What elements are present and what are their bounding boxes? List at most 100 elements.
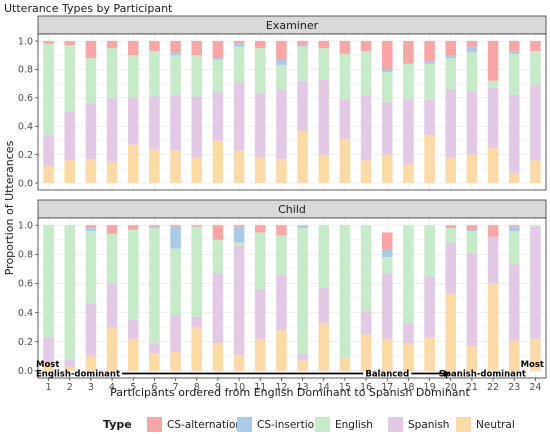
bar-segment-neutral — [233, 354, 245, 371]
x-tick-label: 18 — [402, 382, 414, 393]
x-tick-label: 7 — [173, 382, 179, 393]
bar-segment-spanish — [424, 99, 435, 135]
bar-segment-english — [85, 58, 97, 104]
bar-segment-spanish — [43, 134, 54, 166]
legend-label: Neutral — [476, 419, 515, 431]
bar-segment-cs-alternation — [403, 41, 414, 64]
bar-segment-neutral — [233, 150, 245, 183]
bar-segment-spanish — [43, 337, 54, 363]
bar-segment-spanish — [254, 289, 266, 339]
bar-segment-english — [487, 80, 499, 88]
bar-segment-english — [43, 225, 54, 338]
bar-segment-neutral — [381, 338, 393, 371]
bar-segment-cs-alternation — [212, 225, 224, 240]
bar-segment-english — [424, 225, 435, 277]
bar-segment-spanish — [233, 245, 245, 355]
bar-segment-spanish — [508, 94, 520, 174]
bar-segment-english — [530, 50, 541, 86]
bar-segment-neutral — [149, 148, 160, 183]
bar-segment-english — [318, 225, 330, 288]
x-tick-label: 11 — [254, 382, 266, 393]
y-tick-label: 0.4 — [18, 308, 33, 319]
bar-segment-cs-insertion — [466, 46, 478, 53]
bar-segment-neutral — [170, 150, 181, 183]
y-tick-label: 0.8 — [18, 250, 33, 261]
bar-segment-neutral — [106, 327, 118, 371]
panel-child: Child0.00.20.40.60.81.0MostEnglish-domin… — [18, 199, 547, 380]
bar-segment-spanish — [381, 273, 393, 339]
bar-segment-english — [233, 46, 245, 83]
x-tick-label: 21 — [466, 382, 478, 393]
bar-segment-english — [445, 228, 457, 243]
bar-segment-neutral — [106, 161, 118, 183]
bar-segment-spanish — [85, 303, 97, 357]
bar-segment-english — [149, 228, 160, 344]
bar-segment-spanish — [149, 96, 160, 149]
bar-segment-english — [466, 52, 478, 91]
bar-segment-cs-insertion — [297, 45, 308, 47]
bar-segment-spanish — [276, 89, 287, 159]
bar-segment-english — [381, 72, 393, 103]
y-tick-label: 0.0 — [18, 366, 33, 377]
bar-segment-cs-alternation — [233, 41, 245, 44]
bar-segment-neutral — [85, 158, 97, 183]
bar-segment-english — [360, 225, 372, 312]
legend-swatch-cs-insertion — [237, 417, 252, 432]
x-tick-label: 24 — [529, 382, 541, 393]
bar-segment-spanish — [318, 79, 330, 155]
facet-strip-label: Examiner — [266, 19, 319, 32]
bar-segment-neutral — [170, 351, 181, 371]
bar-segment-neutral — [487, 283, 499, 371]
bar-segment-neutral — [276, 158, 287, 183]
x-tick-label: 9 — [215, 382, 221, 393]
legend-title: Type — [103, 418, 132, 431]
y-tick-label: 1.0 — [18, 221, 33, 232]
panel-border — [37, 217, 547, 379]
bar-segment-cs-alternation — [254, 225, 266, 233]
bar-segment-cs-insertion — [212, 58, 224, 60]
x-tick-label: 23 — [508, 382, 520, 393]
bar-segment-cs-insertion — [276, 59, 287, 66]
bar-segment-cs-alternation — [85, 225, 97, 229]
bar-segment-spanish — [64, 112, 76, 161]
x-tick-label: 6 — [151, 382, 157, 393]
bar-segment-neutral — [254, 338, 266, 371]
y-tick-label: 0.6 — [18, 279, 33, 290]
bar-segment-neutral — [360, 334, 372, 371]
panel-examiner: Examiner 0.0 0.2 0.4 0.6 0.8 1.0 — [18, 15, 547, 191]
legend-label: CS-alternation — [167, 419, 242, 431]
bar-segment-english — [170, 55, 181, 95]
legend-swatch-spanish — [388, 417, 403, 432]
bar-segment-english — [254, 48, 266, 94]
bar-segment-spanish — [149, 343, 160, 354]
legend-swatch-english — [315, 417, 330, 432]
bar-segment-cs-alternation — [487, 225, 499, 237]
bar-segment-cs-alternation — [276, 225, 287, 236]
annotation-balanced: Balanced — [365, 370, 409, 380]
bar-segment-spanish — [424, 276, 435, 338]
bar-segment-cs-alternation — [106, 41, 118, 49]
bar-segment-cs-insertion — [466, 229, 478, 232]
y-axis-title: Proportion of Utterances — [3, 140, 16, 275]
bar-segment-neutral — [424, 337, 435, 371]
bar-segment-neutral — [43, 362, 54, 371]
bar-segment-spanish — [254, 93, 266, 158]
bar-segment-cs-alternation — [212, 41, 224, 59]
bar-segment-english — [530, 225, 541, 227]
bar-segment-cs-alternation — [191, 41, 203, 56]
bar-segment-english — [360, 50, 372, 95]
bar-segment-neutral — [508, 173, 520, 183]
bar-segment-cs-alternation — [466, 225, 478, 230]
bar-segment-spanish — [508, 264, 520, 341]
bar-segment-neutral — [487, 147, 499, 183]
bar-segment-english — [233, 242, 245, 246]
bar-segment-english — [64, 45, 76, 112]
bar-segment-cs-alternation — [424, 41, 435, 61]
bar-segment-spanish — [445, 242, 457, 294]
bar-segment-cs-alternation — [339, 41, 351, 54]
bar-segment-cs-alternation — [85, 41, 97, 59]
bar-segment-neutral — [318, 154, 330, 183]
y-tick-label: 0.6 — [18, 93, 33, 104]
bar-segment-neutral — [424, 134, 435, 183]
